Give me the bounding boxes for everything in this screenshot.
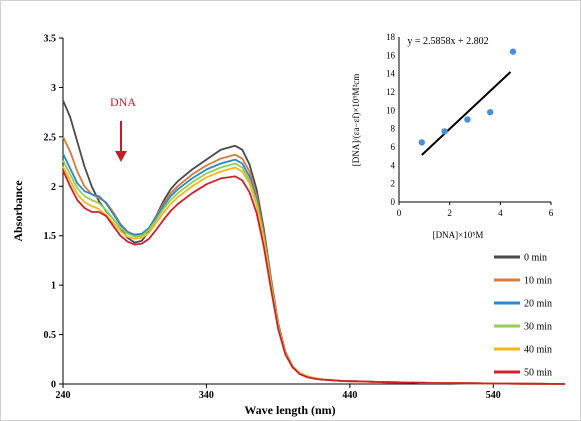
- inset-y-tick-label: 4: [391, 160, 396, 170]
- inset-y-tick-label: 16: [386, 50, 396, 60]
- inset-chart: 0 2 4 6 8 10 12 14 16 18 0 2 4 6 y = 2.5858x + 2.802…: [351, 32, 554, 240]
- x-tick-label: 540: [486, 390, 501, 401]
- x-tick-label: 240: [56, 390, 71, 401]
- inset-data-point: [418, 139, 425, 146]
- inset-y-tick-label: 6: [391, 142, 396, 152]
- inset-trendline: [421, 71, 512, 156]
- legend-label: 10 min: [524, 276, 552, 287]
- x-tick-label: 340: [199, 390, 214, 401]
- inset-points: [418, 48, 517, 146]
- y-tick-label: 3: [51, 83, 56, 94]
- legend: 0 min 10 min 20 min 30 min 40 min 50 min: [494, 253, 552, 379]
- x-tick-labels: 240 340 440 540: [56, 384, 501, 401]
- inset-y-tick-label: 14: [386, 69, 396, 79]
- inset-y-tick-label: 18: [386, 32, 396, 42]
- y-tick-label: 3.5: [44, 34, 57, 45]
- inset-x-tick-labels: 0 2 4 6: [397, 202, 554, 218]
- inset-x-tick-label: 6: [549, 208, 554, 218]
- legend-label: 20 min: [524, 299, 552, 310]
- inset-data-point: [464, 116, 471, 123]
- inset-trendline-group: [421, 71, 512, 156]
- series-line-50-min: [62, 170, 566, 385]
- inset-equation: y = 2.5858x + 2.802: [407, 36, 488, 47]
- x-tick-label: 440: [342, 390, 357, 401]
- dna-annotation: DNA: [110, 95, 136, 109]
- dna-arrow-head: [115, 151, 127, 162]
- main-series-lines: [62, 99, 566, 385]
- legend-label: 0 min: [524, 253, 547, 264]
- legend-label: 30 min: [524, 322, 552, 333]
- y-tick-label: 1.5: [44, 231, 57, 242]
- y-tick-labels: 0 0.5 1 1.5 2 2.5 3 3.5: [44, 34, 63, 391]
- legend-label: 50 min: [524, 368, 552, 379]
- y-tick-label: 0.5: [44, 330, 57, 341]
- inset-x-axis-title: [DNA]×10⁵M: [433, 230, 484, 240]
- inset-y-axis-title: [DNA]/(εa−εf)×10⁹M²cm: [351, 74, 361, 167]
- inset-y-tick-label: 12: [386, 87, 395, 97]
- inset-y-tick-label: 2: [391, 179, 396, 189]
- inset-data-point: [441, 128, 448, 135]
- legend-label: 40 min: [524, 345, 552, 356]
- inset-x-tick-label: 4: [498, 208, 503, 218]
- inset-y-tick-label: 0: [391, 197, 396, 207]
- inset-y-tick-label: 10: [386, 105, 396, 115]
- inset-data-point: [487, 108, 494, 116]
- inset-data-point: [509, 48, 517, 55]
- y-tick-label: 1: [51, 281, 56, 292]
- inset-y-tick-labels: 0 2 4 6 8 10 12 14 16 18: [386, 32, 396, 207]
- y-tick-label: 2: [51, 182, 56, 193]
- y-axis-title: Absorbance: [11, 180, 25, 242]
- inset-x-tick-label: 0: [397, 208, 402, 218]
- y-tick-label: 0: [51, 380, 56, 391]
- y-tick-label: 2.5: [44, 132, 57, 143]
- x-axis-title: Wave length (nm): [244, 403, 335, 417]
- inset-y-tick-label: 8: [391, 124, 396, 134]
- inset-x-tick-label: 2: [447, 208, 452, 218]
